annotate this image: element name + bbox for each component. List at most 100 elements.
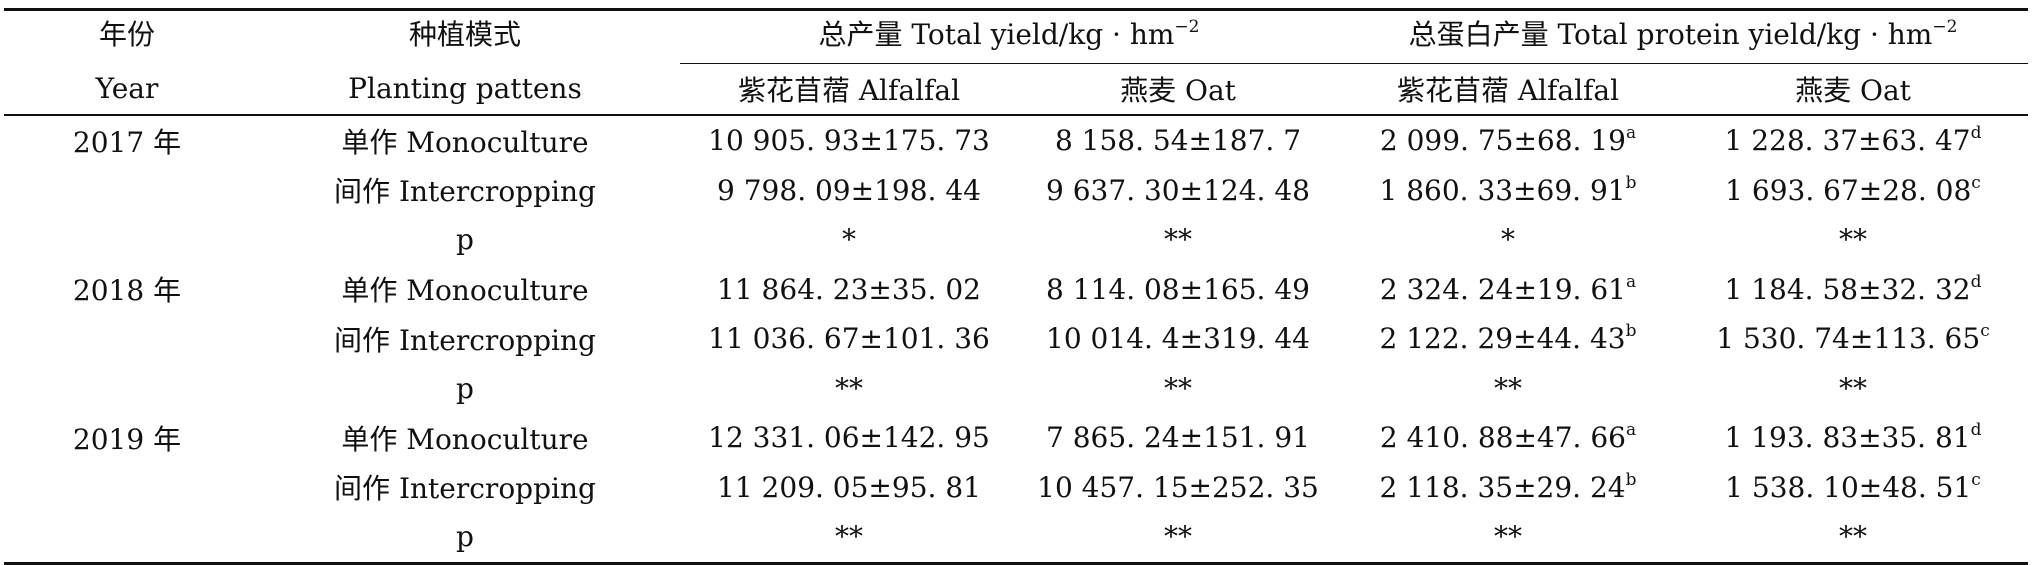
total-yield-oat-cell-value: ** [1164,371,1192,405]
planting-mode-cell: 间作 Intercropping [250,314,680,364]
total-yield-oat-cell: 9 637. 30±124. 48 [1018,166,1338,216]
total-protein-oat-cell: 1 184. 58±32. 32d [1678,265,2028,315]
total-protein-alfalfa-cell: ** [1338,512,1678,565]
planting-mode-cell: 间作 Intercropping [250,463,680,513]
total-protein-alfalfa-cell-value: 2 410. 88±47. 66 [1379,421,1626,455]
total-protein-oat-cell-significance: c [1980,321,1990,342]
header-year-en: Year [95,72,159,106]
total-protein-alfalfa-cell-value: 2 122. 29±44. 43 [1379,322,1626,356]
total-protein-oat-cell-value: ** [1839,520,1867,554]
year-cell [4,364,250,414]
year-cell [4,166,250,216]
total-protein-alfalfa-cell-significance: a [1625,420,1637,441]
total-yield-alfalfa-cell-value: 11 036. 67±101. 36 [708,322,990,356]
year-cell: 2017 年 [4,115,250,166]
planting-mode-cell: 间作 Intercropping [250,166,680,216]
planting-mode-cell: p [250,215,680,265]
total-protein-oat-cell: 1 228. 37±63. 47d [1678,115,2028,166]
total-yield-oat-cell: 10 457. 15±252. 35 [1018,463,1338,513]
total-yield-oat-cell-value: 10 014. 4±319. 44 [1046,322,1310,356]
year-cell [4,463,250,513]
total-protein-alfalfa-cell-significance: a [1625,271,1637,292]
total-protein-alfalfa-cell-significance: b [1625,469,1637,490]
total-yield-alfalfa-cell: 10 905. 93±175. 73 [680,115,1018,166]
total-yield-oat-cell-value: 8 158. 54±187. 7 [1054,124,1302,158]
total-protein-alfalfa-cell-value: ** [1494,520,1522,554]
header-total-yield-text: 总产量 Total yield/kg · hm [818,18,1175,51]
header-row-2: Year Planting pattens 紫花苜蓿 Alfalfal 燕麦 O… [4,64,2028,115]
total-protein-alfalfa-cell-significance: b [1625,321,1637,342]
table-row: 间作 Intercropping 11 036. 67±101. 36 10 014… [4,314,2028,364]
total-yield-alfalfa-cell-value: 9 798. 09±198. 44 [717,173,981,207]
planting-mode-cell-value: 单作 Monoculture [341,274,589,308]
planting-mode-cell-value: p [456,520,474,554]
table-row: 2017 年 单作 Monoculture 10 905. 93±175. 73 8 … [4,115,2028,166]
table-body: 2017 年单作 Monoculture 10 905. 93±175. 73 8 … [4,115,2028,565]
total-protein-oat-cell-significance: c [1971,469,1981,490]
total-yield-oat-cell-value: 8 114. 08±165. 49 [1046,272,1310,306]
total-protein-oat-cell: ** [1678,364,2028,414]
total-protein-oat-cell-significance: c [1971,172,1981,193]
header-row-1: 年份 种植模式 总产量 Total yield/kg · hm−2 总蛋白产量 … [4,9,2028,64]
total-protein-oat-cell-value: 1 228. 37±63. 47 [1724,124,1971,158]
table-row: p ** ** ** ** [4,512,2028,565]
planting-mode-cell: p [250,512,680,565]
planting-mode-cell-value: 间作 Intercropping [334,323,596,357]
total-protein-alfalfa-cell-value: * [1501,223,1515,257]
header-total-yield-exponent: −2 [1174,17,1200,37]
table-row: 2018 年 单作 Monoculture 11 864. 23±35. 02 8 1… [4,265,2028,315]
total-protein-oat-cell-value: 1 530. 74±113. 65 [1716,322,1981,356]
total-yield-oat-cell-value: ** [1164,223,1192,257]
total-protein-oat-cell: ** [1678,215,2028,265]
total-protein-oat-cell-value: 1 193. 83±35. 81 [1724,421,1971,455]
year-cell-value: 2018 年 [72,274,182,308]
total-yield-alfalfa-cell-value: 10 905. 93±175. 73 [708,124,990,158]
total-protein-alfalfa-cell-significance: b [1625,172,1637,193]
total-protein-alfalfa-cell-value: ** [1494,371,1522,405]
total-yield-oat-cell: 10 014. 4±319. 44 [1018,314,1338,364]
year-cell [4,215,250,265]
planting-mode-cell: 单作 Monoculture [250,265,680,315]
total-yield-alfalfa-cell: 11 036. 67±101. 36 [680,314,1018,364]
year-cell [4,314,250,364]
table-row: p ** ** ** ** [4,364,2028,414]
total-yield-alfalfa-cell-value: ** [835,371,863,405]
planting-mode-cell-value: p [456,371,474,405]
total-yield-alfalfa-cell: ** [680,512,1018,565]
total-protein-oat-cell-value: ** [1839,371,1867,405]
table-row: p * ** * ** [4,215,2028,265]
header-yield-alfalfa: 紫花苜蓿 Alfalfal [737,74,961,107]
total-protein-oat-cell-value: 1 538. 10±48. 51 [1725,470,1972,504]
total-protein-oat-cell: 1 693. 67±28. 08c [1678,166,2028,216]
total-protein-oat-cell: 1 193. 83±35. 81d [1678,413,2028,463]
total-yield-oat-cell: 8 158. 54±187. 7 [1018,115,1338,166]
total-protein-alfalfa-cell: 2 122. 29±44. 43b [1338,314,1678,364]
total-protein-oat-cell-significance: d [1970,271,1982,292]
total-protein-alfalfa-cell: 2 324. 24±19. 61a [1338,265,1678,315]
total-protein-alfalfa-cell: ** [1338,364,1678,414]
total-yield-alfalfa-cell: 9 798. 09±198. 44 [680,166,1018,216]
total-protein-alfalfa-cell: * [1338,215,1678,265]
planting-mode-cell-value: 单作 Monoculture [341,125,589,159]
header-year-cn: 年份 [98,18,155,51]
header-mode-en: Planting pattens [348,72,582,106]
year-cell-value: 2019 年 [72,422,182,456]
total-protein-oat-cell: 1 530. 74±113. 65c [1678,314,2028,364]
yield-table: 年份 种植模式 总产量 Total yield/kg · hm−2 总蛋白产量 … [4,8,2028,565]
total-protein-alfalfa-cell-value: 1 860. 33±69. 91 [1379,173,1626,207]
total-protein-alfalfa-cell: 2 410. 88±47. 66a [1338,413,1678,463]
total-protein-alfalfa-cell-value: 2 099. 75±68. 19 [1379,124,1626,158]
year-cell: 2018 年 [4,265,250,315]
header-total-yield: 总产量 Total yield/kg · hm−2 [680,9,1338,64]
total-protein-alfalfa-cell-value: 2 118. 35±29. 24 [1379,470,1626,504]
total-protein-oat-cell-value: ** [1839,223,1867,257]
total-yield-alfalfa-cell: ** [680,364,1018,414]
total-yield-oat-cell: ** [1018,215,1338,265]
total-yield-alfalfa-cell-value: 11 209. 05±95. 81 [717,470,981,504]
total-protein-alfalfa-cell-significance: a [1625,123,1637,144]
total-protein-alfalfa-cell-value: 2 324. 24±19. 61 [1379,272,1626,306]
total-yield-alfalfa-cell-value: ** [835,520,863,554]
total-yield-oat-cell-value: 7 865. 24±151. 91 [1046,421,1310,455]
planting-mode-cell: 单作 Monoculture [250,413,680,463]
header-total-protein-exponent: −2 [1932,17,1958,37]
